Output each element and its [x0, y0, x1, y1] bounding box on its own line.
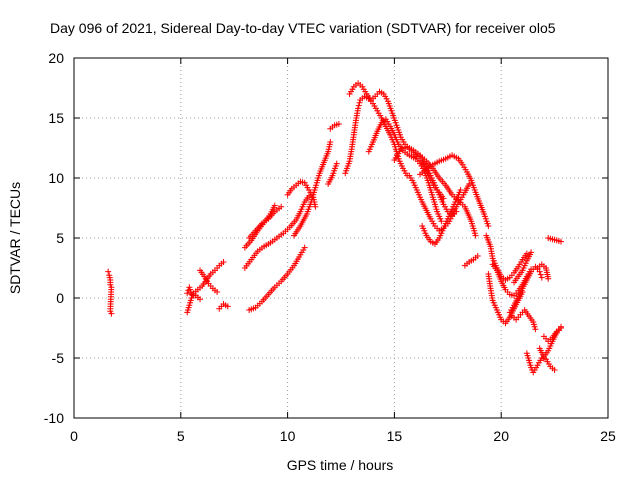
chart-title: Day 096 of 2021, Sidereal Day-to-day VTE…	[50, 20, 556, 36]
series-arc-14	[342, 93, 411, 179]
series-arc-33	[534, 261, 552, 282]
series-arc-20	[391, 143, 479, 239]
series-arc-28	[508, 307, 539, 333]
plot-frame	[73, 57, 609, 419]
data-point	[457, 187, 464, 193]
series-arc-31	[540, 323, 565, 345]
y-tick-label: 20	[48, 50, 64, 66]
y-tick-label: 15	[48, 110, 64, 126]
data-point	[466, 181, 473, 187]
series-arc-04	[197, 267, 221, 295]
series-arc-21	[417, 152, 492, 229]
x-axis-label: GPS time / hours	[287, 457, 394, 473]
series-arc-22	[461, 253, 481, 269]
data-point	[301, 244, 308, 251]
series-arc-07	[241, 193, 312, 271]
data-point	[271, 202, 278, 209]
series-arc-18	[414, 151, 473, 219]
series-arc-26	[506, 263, 545, 316]
data-point	[224, 303, 231, 310]
data-point	[537, 271, 544, 278]
y-tick-label: -10	[44, 410, 64, 426]
x-tick-label: 15	[387, 428, 403, 444]
data-point	[333, 160, 340, 167]
series-arc-01	[105, 268, 115, 317]
data-point	[528, 249, 535, 256]
data-point	[105, 268, 112, 275]
data-point	[532, 326, 539, 333]
data-point	[485, 223, 492, 229]
data-point	[472, 232, 479, 239]
y-tick-label: 5	[56, 230, 64, 246]
data-point	[197, 296, 204, 303]
data-point	[536, 268, 543, 275]
series-arc-30	[536, 325, 565, 360]
x-tick-label: 20	[493, 428, 509, 444]
data-point	[551, 367, 558, 373]
y-tick-label: 0	[56, 290, 64, 306]
y-tick-label: 10	[48, 170, 64, 186]
series-arc-12	[327, 121, 342, 132]
x-tick-label: 25	[600, 428, 616, 444]
data-point	[558, 238, 565, 245]
data-point	[335, 121, 342, 127]
data-point	[545, 275, 552, 282]
y-axis-label: SDTVAR / TECUs	[7, 182, 23, 294]
series-arc-11	[291, 139, 334, 239]
series-arc-08	[246, 244, 308, 313]
data-points	[105, 80, 565, 376]
data-point	[558, 323, 565, 330]
data-point	[312, 203, 319, 210]
data-point	[305, 193, 312, 199]
data-point	[355, 105, 362, 112]
data-point	[538, 274, 545, 281]
data-point	[356, 99, 363, 106]
y-tick-label: -5	[52, 350, 65, 366]
data-point	[278, 203, 285, 210]
x-tick-label: 0	[70, 428, 78, 444]
data-point	[327, 139, 334, 145]
series-arc-13	[325, 160, 340, 187]
data-point	[214, 289, 221, 295]
series-arc-09	[246, 203, 285, 241]
data-point	[438, 218, 445, 225]
x-tick-labels: 0 5 10 15 20 25	[70, 428, 616, 444]
data-point	[474, 253, 481, 259]
data-point	[355, 102, 362, 109]
data-point	[108, 310, 115, 317]
x-tick-label: 5	[177, 428, 185, 444]
data-point	[184, 290, 191, 297]
x-tick-label: 10	[280, 428, 296, 444]
series-arc-32	[545, 235, 565, 245]
series-arc-27	[511, 249, 535, 286]
series-arc-29	[523, 350, 558, 376]
series-arc-03	[184, 284, 204, 303]
data-point	[220, 259, 227, 265]
y-tick-labels: -10 -5 0 5 10 15 20	[44, 50, 64, 426]
series-arc-05	[216, 301, 231, 312]
